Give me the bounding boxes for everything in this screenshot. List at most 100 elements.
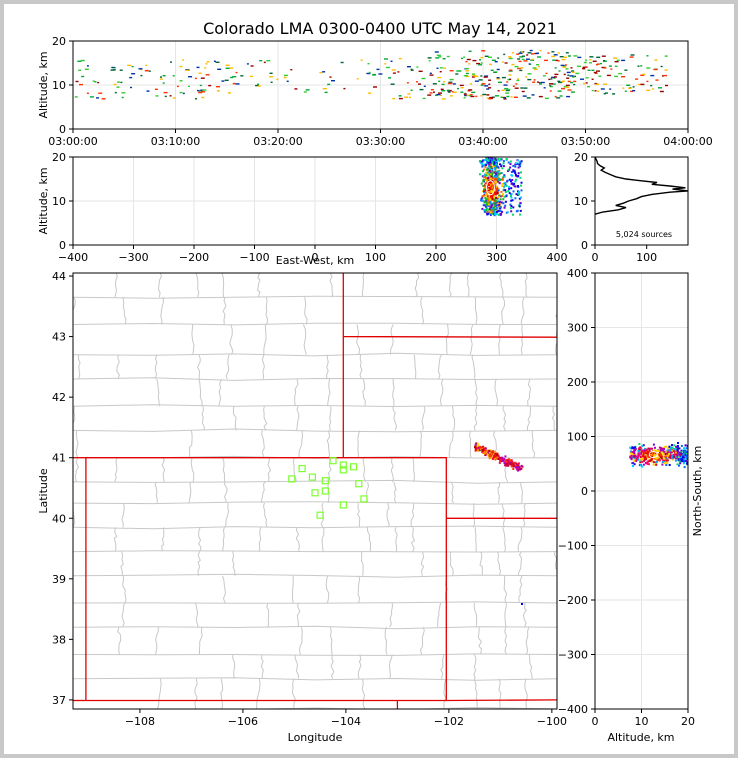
latitude-tick-label: 42 xyxy=(52,391,66,404)
source-point xyxy=(492,457,494,460)
source-point xyxy=(514,165,517,168)
source-point xyxy=(663,457,666,460)
source-point xyxy=(481,50,486,52)
lma-station-marker xyxy=(350,463,358,471)
altitude-tick-label: 20 xyxy=(52,35,66,48)
source-point xyxy=(80,59,85,62)
source-point xyxy=(632,465,634,467)
source-point xyxy=(510,182,513,185)
county-border xyxy=(504,602,507,628)
source-point xyxy=(504,455,507,458)
source-point xyxy=(492,211,495,214)
county-border xyxy=(294,378,299,407)
county-border xyxy=(390,457,395,483)
county-border xyxy=(558,430,560,457)
latitude-tick-label: 43 xyxy=(52,331,66,344)
source-point xyxy=(488,98,492,100)
source-point xyxy=(571,71,575,73)
county-border xyxy=(386,502,390,528)
source-point xyxy=(483,450,486,453)
source-point xyxy=(493,71,498,73)
source-point xyxy=(497,170,500,173)
source-point xyxy=(630,455,633,458)
ew-tick-label: −200 xyxy=(179,251,209,264)
county-border xyxy=(73,428,557,433)
source-point xyxy=(476,62,481,65)
source-point xyxy=(496,77,500,79)
source-point xyxy=(470,83,472,85)
source-point xyxy=(202,89,207,91)
source-point xyxy=(478,173,481,176)
source-point xyxy=(519,161,522,164)
source-density-core xyxy=(648,450,658,458)
county-border xyxy=(473,602,478,628)
source-point xyxy=(452,91,457,93)
source-point xyxy=(675,445,678,448)
source-point xyxy=(548,78,551,81)
source-point xyxy=(418,83,421,85)
source-point xyxy=(84,68,89,70)
source-point xyxy=(673,456,676,459)
source-point xyxy=(204,67,207,69)
source-point xyxy=(481,195,484,198)
source-point xyxy=(255,84,260,87)
source-point xyxy=(589,62,592,64)
source-point xyxy=(474,444,477,447)
source-point xyxy=(487,203,490,206)
source-point xyxy=(513,170,516,173)
county-border xyxy=(117,627,122,655)
alt-ns-ylabel: North-South, km xyxy=(691,446,704,537)
county-border xyxy=(527,378,532,407)
county-border xyxy=(388,654,393,679)
source-point xyxy=(630,90,634,93)
source-point xyxy=(491,207,494,210)
source-point xyxy=(561,80,565,82)
source-point xyxy=(482,93,487,96)
source-point xyxy=(520,465,523,468)
source-point xyxy=(526,54,529,56)
source-point xyxy=(655,463,658,466)
source-point xyxy=(398,57,402,60)
source-point xyxy=(644,457,647,460)
source-point xyxy=(367,63,370,65)
source-point xyxy=(480,162,483,165)
ns-tick-label: 400 xyxy=(567,267,588,280)
source-point xyxy=(537,56,541,58)
county-border xyxy=(74,457,79,483)
lma-station-marker xyxy=(360,495,368,503)
source-point xyxy=(638,448,641,451)
source-point xyxy=(663,74,667,77)
source-point xyxy=(510,193,513,196)
county-border xyxy=(328,406,332,431)
county-border xyxy=(155,627,159,655)
source-point xyxy=(506,95,510,98)
source-point xyxy=(489,63,492,66)
source-point xyxy=(652,461,655,464)
ns-tick-label: −100 xyxy=(558,540,588,553)
source-point xyxy=(492,203,495,205)
source-point xyxy=(506,459,509,461)
source-point xyxy=(684,444,687,447)
source-point xyxy=(492,165,495,168)
source-point xyxy=(660,457,663,460)
source-point xyxy=(497,157,500,160)
source-point xyxy=(632,446,635,449)
source-point xyxy=(632,461,635,464)
source-point xyxy=(269,76,274,78)
county-border xyxy=(291,678,296,709)
source-point xyxy=(489,208,491,211)
source-point xyxy=(674,456,677,459)
source-point xyxy=(491,160,494,163)
county-border xyxy=(267,457,272,482)
source-point xyxy=(637,458,640,461)
source-point xyxy=(657,450,659,452)
source-point xyxy=(487,212,490,215)
county-border xyxy=(517,551,523,576)
source-point xyxy=(503,53,506,56)
source-point xyxy=(496,204,499,207)
source-point xyxy=(672,453,675,456)
source-point xyxy=(655,462,658,465)
source-point xyxy=(356,78,359,80)
source-point xyxy=(683,462,686,465)
source-point xyxy=(520,189,523,192)
